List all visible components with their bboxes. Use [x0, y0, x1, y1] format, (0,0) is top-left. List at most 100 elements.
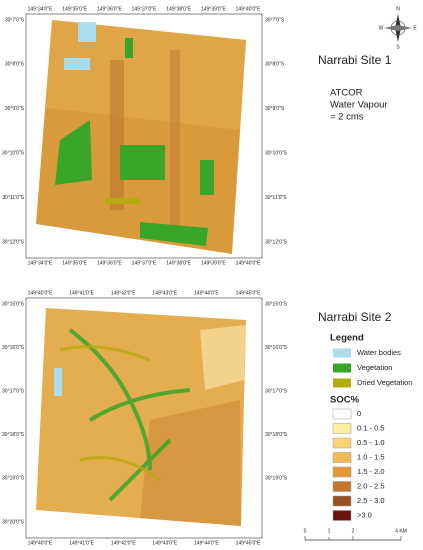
legend-title: Legend [330, 333, 364, 344]
imagery [46, 20, 246, 130]
longitude-label: 149°43'0"E [152, 290, 177, 296]
legend-label: >3.0 [357, 510, 372, 519]
site-title: Narrabi Site 1 [318, 53, 392, 67]
longitude-label: 149°45'0"E [236, 540, 261, 546]
legend-swatch [332, 495, 352, 507]
longitude-label: 149°37'0"E [132, 6, 157, 12]
compass-letter: N [396, 6, 400, 12]
legend-swatch [333, 348, 351, 358]
water [54, 368, 62, 396]
longitude-label: 149°43'0"E [152, 540, 177, 546]
site-1-map [25, 13, 263, 259]
longitude-label: 149°34'0"E [28, 260, 53, 266]
longitude-label: 149°45'0"E [236, 290, 261, 296]
latitude-label: 30°15'0"S [2, 301, 25, 307]
longitude-label: 149°36'0"E [97, 260, 122, 266]
dried-vegetation [59, 345, 161, 482]
legend-label: 0.1 - 0.5 [357, 423, 385, 432]
latitude-label: 30°19'0"S [265, 476, 288, 482]
latitude-label: 30°11'0"S [2, 195, 24, 201]
scale-label: 0 [304, 528, 307, 534]
latitude-label: 30°9'0"S [265, 106, 285, 112]
north-arrow [384, 14, 412, 42]
latitude-label: 30°16'0"S [265, 345, 288, 351]
legend-swatch [332, 423, 352, 434]
scale-label: 2 [352, 528, 355, 534]
latitude-label: 30°17'0"S [2, 389, 25, 395]
latitude-label: 30°12'0"S [265, 239, 288, 245]
legend-label: 0.5 - 1.0 [357, 438, 385, 447]
latitude-label: 30°7'0"S [5, 17, 25, 23]
compass-letter: S [396, 44, 400, 50]
legend-label: Vegetation [357, 363, 392, 372]
latitude-label: 30°20'0"S [2, 519, 25, 525]
longitude-label: 149°44'0"E [194, 290, 219, 296]
legend-label: Dried Vegetation [357, 378, 412, 387]
longitude-label: 149°35'0"E [62, 260, 87, 266]
scale-bar [304, 536, 402, 541]
water [64, 58, 90, 70]
imagery [170, 50, 180, 240]
site-note: ATCOR [330, 88, 363, 99]
compass-letter: E [413, 25, 417, 31]
dried-vegetation [105, 198, 140, 204]
longitude-label: 149°35'0"E [62, 6, 87, 12]
longitude-label: 149°39'0"E [201, 260, 226, 266]
latitude-label: 30°15'0"S [265, 301, 288, 307]
longitude-label: 149°41'0"E [69, 540, 94, 546]
water [78, 22, 96, 42]
legend-swatch [332, 466, 352, 478]
legend-label: 1.0 - 1.5 [357, 452, 385, 461]
legend-label: 0 [357, 409, 361, 418]
legend-label: 2.0 - 2.5 [357, 481, 385, 490]
latitude-label: 30°18'0"S [2, 432, 25, 438]
latitude-label: 30°19'0"S [2, 476, 25, 482]
vegetation [55, 120, 92, 185]
site-2-map [25, 297, 263, 539]
legend-swatch [332, 510, 352, 521]
latitude-label: 30°7'0"S [265, 17, 285, 23]
longitude-label: 149°40'0"E [236, 260, 261, 266]
latitude-label: 30°8'0"S [265, 62, 285, 68]
legend-swatch [333, 363, 351, 373]
legend-label: Water bodies [357, 348, 401, 357]
longitude-label: 149°42'0"E [111, 540, 136, 546]
latitude-label: 30°12'0"S [2, 239, 25, 245]
latitude-label: 30°9'0"S [5, 106, 25, 112]
latitude-label: 30°16'0"S [2, 345, 25, 351]
longitude-label: 149°39'0"E [201, 6, 226, 12]
scale-label: 4 KM [395, 528, 407, 534]
latitude-label: 30°11'0"S [265, 195, 287, 201]
site-note: = 2 cms [330, 112, 364, 123]
legend-swatch [332, 437, 352, 449]
latitude-label: 30°18'0"S [265, 432, 288, 438]
longitude-label: 149°38'0"E [166, 6, 191, 12]
legend-swatch [332, 481, 352, 492]
longitude-label: 149°40'0"E [28, 290, 53, 296]
vegetation [120, 145, 165, 180]
legend-swatch [332, 452, 352, 463]
longitude-label: 149°36'0"E [97, 6, 122, 12]
legend-swatch [333, 378, 351, 388]
vegetation [200, 160, 214, 195]
site-note: Water Vapour [330, 100, 388, 111]
site-title: Narrabi Site 2 [318, 310, 392, 324]
latitude-label: 30°8'0"S [5, 62, 25, 68]
longitude-label: 149°37'0"E [132, 260, 157, 266]
vegetation [140, 222, 208, 246]
imagery [200, 325, 246, 390]
longitude-label: 149°40'0"E [236, 6, 261, 12]
legend-label: 1.5 - 2.0 [357, 467, 385, 476]
imagery [110, 60, 124, 210]
latitude-label: 30°17'0"S [265, 389, 288, 395]
longitude-label: 149°42'0"E [111, 290, 136, 296]
longitude-label: 149°34'0"E [28, 6, 53, 12]
compass-letter: W [379, 25, 384, 31]
latitude-label: 30°10'0"S [2, 151, 25, 157]
vegetation [125, 38, 133, 58]
scale-label: 1 [328, 528, 331, 534]
imagery [140, 400, 241, 526]
latitude-label: 30°10'0"S [265, 151, 288, 157]
legend-swatch [332, 408, 352, 420]
longitude-label: 149°44'0"E [194, 540, 219, 546]
